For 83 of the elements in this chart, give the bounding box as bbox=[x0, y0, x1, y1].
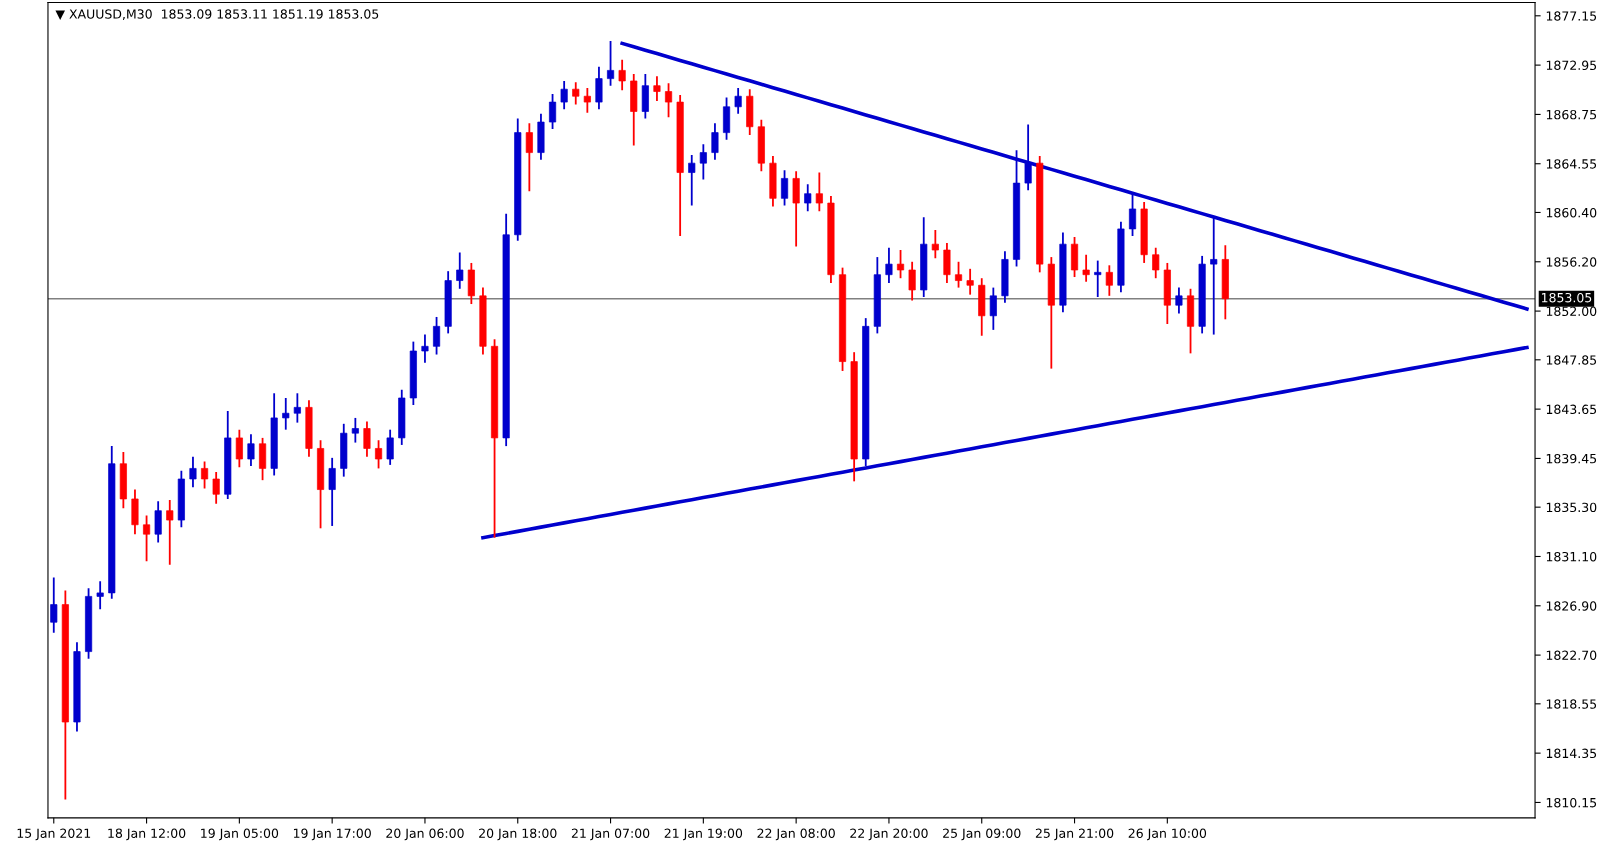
y-tick-label: 1856.20 bbox=[1546, 257, 1597, 267]
y-tick-label: 1843.65 bbox=[1546, 404, 1597, 415]
candlestick bbox=[1175, 286, 1183, 315]
candlestick bbox=[375, 439, 383, 470]
y-tick-label: 1839.45 bbox=[1546, 453, 1597, 464]
candlestick bbox=[781, 169, 789, 207]
candlestick bbox=[154, 500, 162, 544]
candlestick bbox=[293, 392, 301, 424]
candlestick bbox=[653, 75, 661, 102]
y-tick-label: 1864.55 bbox=[1546, 159, 1597, 169]
chart-title: ▼ XAUUSD,M30 1853.09 1853.11 1851.19 1853.05 bbox=[55, 9, 379, 21]
y-tick-label: 1872.95 bbox=[1546, 60, 1597, 71]
candlestick bbox=[1128, 192, 1137, 237]
candlestick bbox=[699, 143, 707, 181]
x-tick-label: 25 Jan 21:00 bbox=[1035, 828, 1114, 841]
ref-line-label: 1853.05 bbox=[1541, 292, 1592, 303]
y-tick-label: 1847.85 bbox=[1546, 355, 1597, 365]
candlestick bbox=[560, 80, 568, 111]
candlestick bbox=[989, 286, 997, 331]
candlestick bbox=[815, 171, 823, 213]
candlestick bbox=[421, 333, 429, 364]
candlestick bbox=[688, 154, 696, 207]
x-tick-label: 19 Jan 17:00 bbox=[293, 828, 371, 841]
candlestick bbox=[966, 267, 974, 296]
candlestick bbox=[201, 460, 209, 490]
candlestick bbox=[618, 58, 626, 92]
candlestick bbox=[1152, 246, 1160, 280]
candlestick bbox=[931, 229, 939, 260]
y-tick-label: 1814.35 bbox=[1546, 748, 1597, 759]
y-tick-label: 1826.90 bbox=[1546, 601, 1597, 611]
x-tick-label: 22 Jan 20:00 bbox=[850, 828, 928, 841]
candlestick bbox=[804, 183, 812, 213]
y-tick-label: 1860.40 bbox=[1546, 207, 1597, 218]
y-tick-label: 1835.30 bbox=[1546, 502, 1597, 513]
candlestick bbox=[734, 87, 742, 115]
y-tick-label: 1868.75 bbox=[1546, 109, 1597, 120]
y-tick-label: 1810.15 bbox=[1546, 797, 1597, 808]
y-tick-label: 1818.55 bbox=[1546, 699, 1597, 709]
candlestick bbox=[50, 576, 58, 634]
candlestick bbox=[351, 417, 359, 444]
x-tick-label: 20 Jan 18:00 bbox=[479, 828, 557, 841]
candlestick bbox=[908, 260, 916, 302]
x-tick-label: 19 Jan 05:00 bbox=[201, 828, 279, 841]
x-tick-label: 21 Jan 07:00 bbox=[571, 828, 650, 841]
candlestick bbox=[607, 40, 615, 87]
candlestick bbox=[1082, 253, 1090, 283]
y-tick-label: 1831.10 bbox=[1546, 551, 1597, 562]
candlestick bbox=[595, 65, 603, 111]
x-tick-label: 20 Jan 06:00 bbox=[386, 828, 464, 841]
candlestick bbox=[433, 316, 441, 356]
candlestick bbox=[235, 428, 243, 469]
candlestick bbox=[282, 397, 290, 431]
candlestick bbox=[328, 456, 336, 527]
y-tick-label: 1852.00 bbox=[1546, 306, 1597, 317]
x-tick-label: 22 Jan 08:00 bbox=[757, 828, 835, 841]
x-tick-label: 15 Jan 2021 bbox=[17, 828, 91, 841]
candlestick bbox=[189, 455, 197, 489]
candlestick bbox=[1105, 264, 1113, 297]
candlestick bbox=[247, 433, 255, 467]
candlestick bbox=[955, 260, 963, 289]
candlestick bbox=[549, 92, 557, 131]
candlestick bbox=[96, 580, 104, 611]
candlestick bbox=[143, 514, 151, 563]
y-tick-label: 1822.70 bbox=[1546, 650, 1597, 661]
x-tick-label: 25 Jan 09:00 bbox=[943, 828, 1021, 841]
candlestick bbox=[711, 122, 719, 161]
candlestick bbox=[583, 87, 591, 114]
x-tick-label: 21 Jan 19:00 bbox=[664, 828, 743, 841]
x-tick-label: 26 Jan 10:00 bbox=[1128, 828, 1207, 841]
candlestick bbox=[1024, 123, 1032, 192]
candlestick bbox=[572, 81, 580, 106]
candlestick bbox=[456, 251, 464, 290]
x-tick-label: 18 Jan 12:00 bbox=[108, 828, 186, 841]
candlestick bbox=[386, 428, 394, 466]
y-tick-label: 1877.15 bbox=[1546, 11, 1597, 21]
candlestick bbox=[525, 122, 533, 193]
candlestick bbox=[665, 82, 673, 119]
candlestick bbox=[897, 249, 905, 280]
candlestick bbox=[885, 246, 893, 284]
candlestick bbox=[1094, 259, 1102, 298]
candlestick bbox=[363, 420, 371, 458]
candlestick bbox=[166, 499, 174, 566]
candlestick bbox=[212, 471, 220, 505]
